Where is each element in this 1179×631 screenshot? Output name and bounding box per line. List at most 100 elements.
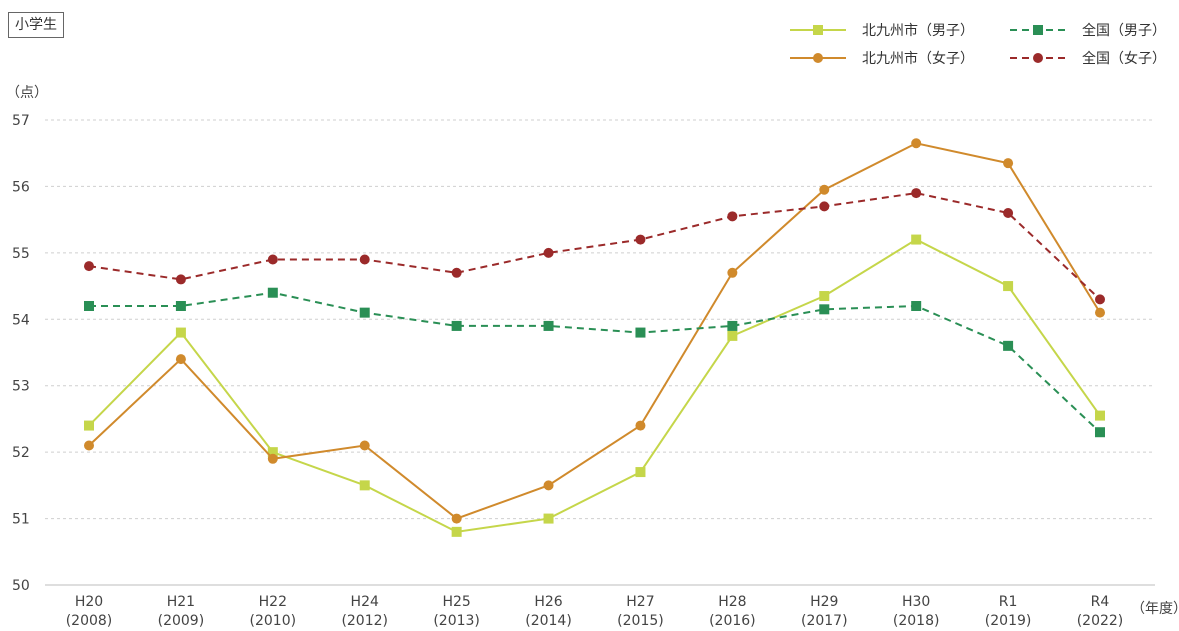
series-line [89,291,1101,433]
y-tick-label: 50 [12,578,30,594]
legend: 北九州市（男子） 北九州市（女子） 全国（男子） 全国（女子） [790,22,1166,67]
data-point [175,327,186,338]
data-point [543,247,554,258]
data-point [451,267,462,278]
data-point [1003,340,1014,351]
data-point [359,480,370,491]
x-tick-label: R1 [999,594,1018,610]
data-point [359,254,370,265]
x-tick-sublabel: (2015) [617,613,664,629]
legend-label: 全国（男子） [1082,22,1166,39]
series-1 [84,138,1105,524]
series-line [88,238,1101,533]
x-tick-sublabel: (2012) [341,613,388,629]
data-point [84,301,94,311]
legend-item: 全国（男子） [1010,22,1166,39]
data-point [635,420,646,431]
x-tick-label: R4 [1091,594,1110,610]
data-point [267,287,278,298]
x-tick-label: H27 [626,594,654,610]
x-tick-sublabel: (2014) [525,613,572,629]
y-tick-label: 56 [12,179,30,195]
data-point [911,301,922,311]
y-tick-label: 57 [12,113,30,129]
data-point [84,440,94,451]
series-lines [84,138,1105,537]
data-point [813,53,823,63]
data-point [84,261,94,272]
data-point [451,320,462,331]
data-point [1095,427,1105,438]
data-point [543,513,554,524]
y-tick-label: 55 [12,246,30,262]
x-tick-label: H29 [810,594,838,610]
x-tick-sublabel: (2013) [433,613,480,629]
data-point [911,234,922,245]
data-point [911,188,922,199]
legend-item: 北九州市（男子） [790,22,974,39]
x-axis: H20 (2008) H21 (2009) H22 (2010) H24 (2012) H25 (… [66,594,1179,629]
data-point [911,138,922,149]
grade-badge: 小学生 [8,12,64,38]
data-point [727,211,738,222]
legend-label: 北九州市（男子） [862,22,974,39]
data-point [175,354,186,365]
legend-label: 北九州市（女子） [862,50,974,67]
data-point [819,291,830,302]
series-3 [84,188,1105,305]
y-axis-label: （点） [6,85,48,101]
x-tick-label: H25 [442,594,470,610]
x-tick-sublabel: (2017) [801,613,848,629]
y-tick-label: 54 [12,312,30,328]
data-point [359,307,370,318]
data-point [1095,410,1105,421]
data-point [1095,307,1105,318]
x-tick-sublabel: (2009) [158,613,205,629]
data-point [543,480,554,491]
data-point [813,25,823,35]
data-point [84,420,94,431]
data-point [635,234,646,245]
data-point [175,301,186,311]
legend-item: 全国（女子） [1010,50,1166,67]
x-tick-label: H28 [718,594,746,610]
data-point [819,184,830,195]
data-point [451,513,462,524]
x-tick-sublabel: (2010) [250,613,297,629]
legend-label: 全国（女子） [1082,50,1166,67]
data-point [175,274,186,285]
x-tick-label: H24 [351,594,379,610]
data-point [727,320,738,331]
x-tick-sublabel: (2008) [66,613,113,629]
data-point [727,267,738,278]
x-tick-label: H21 [167,594,195,610]
x-axis-label: （年度） [1131,601,1179,617]
x-tick-sublabel: (2019) [985,613,1032,629]
y-tick-label: 52 [12,445,30,461]
data-point [267,453,278,464]
legend-item: 北九州市（女子） [790,50,974,67]
data-point [1003,208,1014,218]
data-point [1003,281,1014,292]
data-point [267,254,278,265]
data-point [1003,158,1014,169]
gridlines [45,119,1155,586]
x-tick-label: H26 [534,594,562,610]
x-tick-label: H30 [902,594,930,610]
x-tick-sublabel: (2022) [1077,613,1124,629]
data-point [819,201,830,212]
data-point [1033,25,1043,35]
series-0 [84,234,1105,537]
series-line [88,142,1101,520]
series-line [88,192,1101,301]
data-point [1033,53,1043,63]
data-point [635,467,646,478]
x-tick-label: H20 [75,594,103,610]
data-point [267,447,278,458]
y-tick-label: 51 [12,512,30,528]
y-tick-label: 53 [12,379,30,395]
x-tick-sublabel: (2018) [893,613,940,629]
data-point [819,304,830,315]
data-point [359,440,370,451]
data-point [543,320,554,331]
